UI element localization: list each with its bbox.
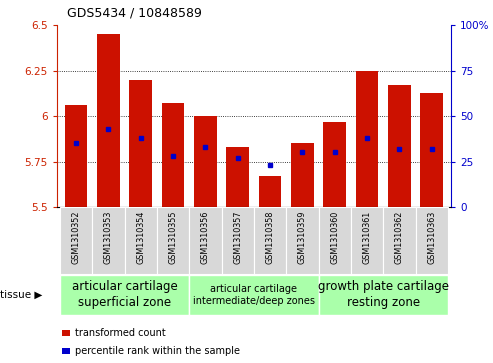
Text: GSM1310360: GSM1310360 [330,210,339,264]
Bar [383,207,416,274]
Text: GSM1310359: GSM1310359 [298,210,307,264]
Bar [388,85,411,207]
Bar [286,207,318,274]
Bar [221,207,254,274]
Bar [259,176,282,207]
Bar [162,103,184,207]
Text: articular cartilage
superficial zone: articular cartilage superficial zone [71,281,177,309]
Text: GSM1310358: GSM1310358 [266,210,275,264]
Text: transformed count: transformed count [75,328,166,338]
Bar [194,116,217,207]
Bar [189,275,318,315]
Text: GDS5434 / 10848589: GDS5434 / 10848589 [67,7,202,20]
Bar [416,207,448,274]
Bar [226,147,249,207]
Text: GSM1310354: GSM1310354 [136,210,145,264]
Bar [92,207,125,274]
Text: tissue ▶: tissue ▶ [0,290,43,300]
Bar [130,80,152,207]
Text: GSM1310352: GSM1310352 [71,210,80,264]
Bar [291,143,314,207]
Bar [60,275,189,315]
Bar [125,207,157,274]
Bar [323,122,346,207]
Bar [97,34,120,207]
Bar [60,207,92,274]
Text: percentile rank within the sample: percentile rank within the sample [75,346,241,356]
Bar [351,207,383,274]
Text: articular cartilage
intermediate/deep zones: articular cartilage intermediate/deep zo… [193,284,315,306]
Bar [189,207,221,274]
Text: growth plate cartilage
resting zone: growth plate cartilage resting zone [317,281,449,309]
Bar [65,105,87,207]
Bar [421,93,443,207]
Bar [254,207,286,274]
Text: GSM1310357: GSM1310357 [233,210,242,264]
Text: GSM1310363: GSM1310363 [427,210,436,264]
Text: GSM1310353: GSM1310353 [104,210,113,264]
Bar [356,71,378,207]
Bar [318,275,448,315]
Text: GSM1310356: GSM1310356 [201,210,210,264]
Bar [318,207,351,274]
Text: GSM1310361: GSM1310361 [362,210,372,264]
Bar [157,207,189,274]
Text: GSM1310362: GSM1310362 [395,210,404,264]
Text: GSM1310355: GSM1310355 [169,210,177,264]
